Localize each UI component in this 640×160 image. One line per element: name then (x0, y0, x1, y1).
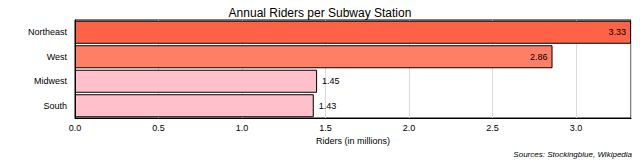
svg-text:Sources: Stockingblue, Wikiped: Sources: Stockingblue, Wikipedia (513, 150, 632, 159)
svg-text:Midwest: Midwest (34, 76, 68, 86)
svg-text:1.43: 1.43 (319, 101, 337, 111)
svg-text:1.45: 1.45 (322, 76, 340, 86)
svg-text:Annual Riders per Subway Stati: Annual Riders per Subway Station (229, 6, 412, 20)
svg-text:0.5: 0.5 (152, 123, 165, 133)
svg-text:2.0: 2.0 (403, 123, 416, 133)
svg-text:South: South (43, 101, 67, 111)
svg-text:3.33: 3.33 (608, 27, 626, 37)
svg-text:Riders (in millions): Riders (in millions) (316, 136, 390, 146)
svg-text:Northeast: Northeast (28, 27, 68, 37)
svg-text:0.0: 0.0 (69, 123, 82, 133)
svg-text:1.5: 1.5 (319, 123, 332, 133)
svg-text:2.86: 2.86 (530, 52, 548, 62)
svg-text:1.0: 1.0 (236, 123, 249, 133)
svg-text:3.0: 3.0 (570, 123, 583, 133)
svg-text:West: West (47, 52, 68, 62)
svg-text:2.5: 2.5 (486, 123, 499, 133)
